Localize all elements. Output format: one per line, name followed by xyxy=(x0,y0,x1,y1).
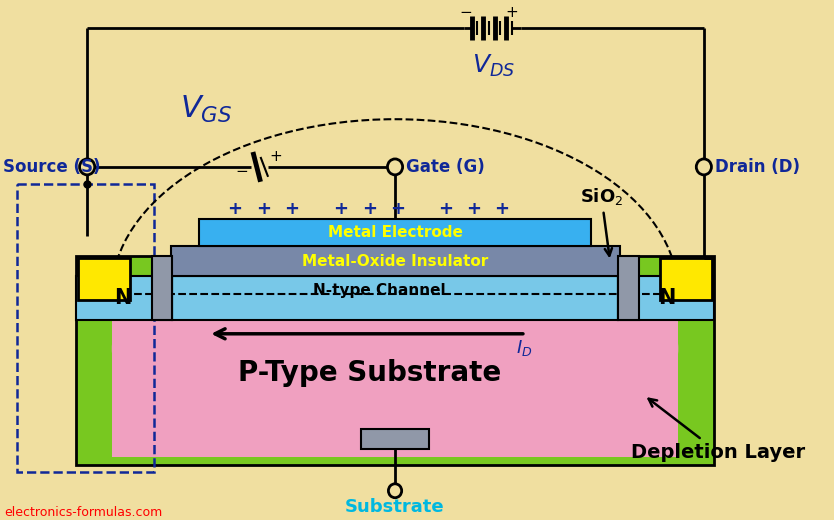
Text: P-Type Substrate: P-Type Substrate xyxy=(238,358,501,386)
Text: +: + xyxy=(362,200,377,217)
FancyBboxPatch shape xyxy=(618,276,714,320)
Text: Gate (G): Gate (G) xyxy=(406,158,485,176)
FancyBboxPatch shape xyxy=(170,246,620,276)
Text: +: + xyxy=(390,200,405,217)
Text: +: + xyxy=(334,200,349,217)
FancyBboxPatch shape xyxy=(199,218,591,246)
Text: N: N xyxy=(114,288,132,308)
Text: +: + xyxy=(228,200,243,217)
Text: SiO$_2$: SiO$_2$ xyxy=(580,186,623,256)
Text: Source (S): Source (S) xyxy=(3,158,100,176)
Text: −: − xyxy=(235,164,248,179)
FancyBboxPatch shape xyxy=(173,276,618,320)
Text: +: + xyxy=(495,200,510,217)
Text: +: + xyxy=(466,200,481,217)
Text: N-type Channel: N-type Channel xyxy=(313,282,445,297)
Text: Metal Electrode: Metal Electrode xyxy=(328,225,463,240)
Circle shape xyxy=(696,159,711,175)
FancyBboxPatch shape xyxy=(618,256,639,320)
Text: +: + xyxy=(256,200,271,217)
Circle shape xyxy=(112,294,216,404)
Circle shape xyxy=(574,294,678,404)
Text: Depletion Layer: Depletion Layer xyxy=(631,399,805,462)
FancyBboxPatch shape xyxy=(361,429,430,449)
Text: $I_D$: $I_D$ xyxy=(516,337,533,358)
FancyBboxPatch shape xyxy=(661,258,712,300)
FancyBboxPatch shape xyxy=(76,276,173,320)
Text: +: + xyxy=(438,200,453,217)
Text: electronics-formulas.com: electronics-formulas.com xyxy=(4,506,162,519)
Text: +: + xyxy=(284,200,299,217)
FancyBboxPatch shape xyxy=(78,258,130,300)
FancyBboxPatch shape xyxy=(76,256,714,465)
Text: +: + xyxy=(505,5,518,20)
Text: −: − xyxy=(460,5,473,20)
Text: $V_{GS}$: $V_{GS}$ xyxy=(180,94,233,125)
Text: $V_{DS}$: $V_{DS}$ xyxy=(472,53,515,79)
FancyBboxPatch shape xyxy=(152,256,173,320)
Circle shape xyxy=(79,159,95,175)
Circle shape xyxy=(388,159,403,175)
Text: +: + xyxy=(269,149,282,164)
FancyBboxPatch shape xyxy=(112,294,678,457)
Text: N: N xyxy=(658,288,676,308)
Text: Metal-Oxide Insulator: Metal-Oxide Insulator xyxy=(302,254,488,269)
Circle shape xyxy=(389,484,402,498)
Text: Substrate: Substrate xyxy=(345,498,445,516)
Text: Drain (D): Drain (D) xyxy=(716,158,801,176)
